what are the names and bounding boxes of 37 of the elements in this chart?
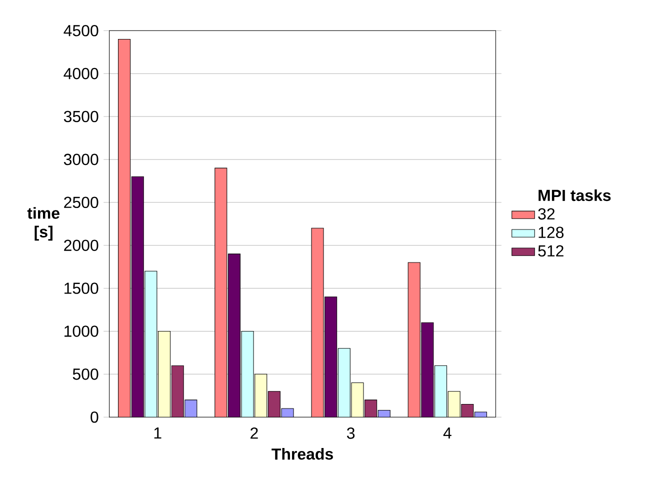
y-tick-label: 1000 [64, 326, 98, 337]
bar [254, 374, 268, 418]
y-tick-label: 4000 [64, 68, 98, 80]
bar [241, 330, 254, 418]
legend-label: 512 [538, 245, 564, 257]
bar [171, 365, 184, 418]
bar [421, 322, 434, 418]
x-axis-title: Threads [272, 448, 333, 460]
x-tick-label: 1 [154, 427, 162, 438]
y-axis-title: time [s] [27, 207, 60, 241]
y-tick-label: 2500 [64, 196, 98, 208]
bar [338, 348, 350, 418]
y-tick-label: 3500 [64, 110, 98, 122]
bar [131, 176, 144, 418]
bar [228, 254, 240, 418]
y-tick-label: 1500 [64, 282, 98, 294]
bar [184, 400, 198, 418]
bar [378, 410, 390, 418]
y-tick-label: 3000 [64, 154, 98, 166]
bar [364, 400, 378, 418]
legend-label: 32 [538, 208, 555, 220]
x-tick-label: 3 [346, 427, 355, 439]
bar [144, 270, 158, 418]
legend-label: 128 [538, 226, 564, 238]
y-tick-label: 4500 [64, 24, 98, 36]
bar [158, 330, 171, 418]
legend-title: MPI tasks [538, 189, 611, 202]
y-tick-label: 500 [72, 368, 98, 380]
bar [268, 391, 280, 418]
bar [448, 391, 460, 418]
bar [324, 296, 338, 418]
x-tick-label: 2 [250, 427, 258, 439]
y-tick-label: 0 [90, 411, 98, 423]
x-tick-label: 4 [443, 427, 452, 438]
bar [351, 382, 364, 418]
y-tick-label: 2000 [64, 240, 98, 251]
bar [434, 365, 448, 418]
